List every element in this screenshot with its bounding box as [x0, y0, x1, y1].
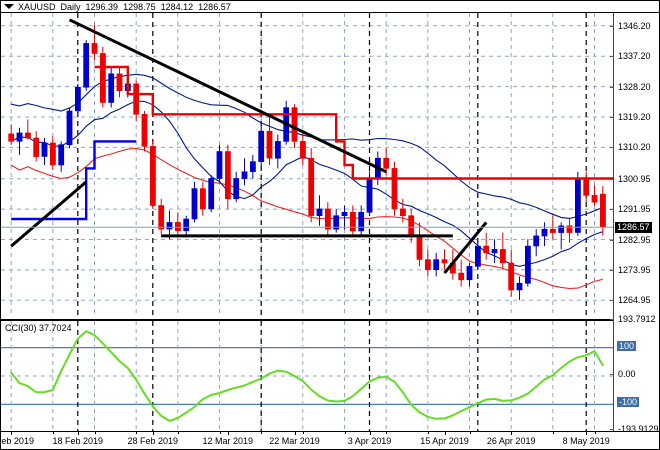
time-axis-label: 28 Feb 2019 [127, 436, 179, 446]
time-axis-label: 3 Apr 2019 [347, 436, 392, 446]
price-scale-label: 1300.95 [618, 173, 651, 184]
time-axis-tick [444, 432, 446, 435]
ohlc-low: 1284.12 [160, 1, 194, 12]
cci-scale-label: 193.7912 [618, 314, 656, 324]
price-scale-tick [610, 25, 614, 27]
time-axis-tick [152, 432, 154, 435]
time-axis-label: 6 Feb 2019 [0, 436, 34, 446]
time-axis-minor-tick [511, 432, 513, 434]
chart-header[interactable]: XAUUSD Daily 1296.39 1298.75 1284.12 128… [1, 1, 659, 13]
price-scale-label: 1328.20 [618, 81, 651, 92]
price-scale-tick [610, 178, 614, 180]
time-axis-minor-tick [302, 432, 304, 434]
time-axis-minor-tick [94, 432, 96, 434]
time-axis-minor-tick [427, 432, 429, 434]
price-scale-tick [610, 147, 614, 149]
time-axis-label: 18 Feb 2019 [52, 436, 104, 446]
cci-chart-svg [1, 321, 613, 431]
cci-scale-label: -193.9129 [618, 424, 659, 434]
cci-scale-label: 100 [617, 340, 637, 351]
ohlc-open: 1296.39 [85, 1, 119, 12]
panel-divider [1, 317, 613, 319]
cci-scale-tick [610, 374, 614, 375]
cci-scale-tick [610, 319, 614, 320]
time-axis-minor-tick [594, 432, 596, 434]
time-axis-minor-tick [469, 432, 471, 434]
time-axis-minor-tick [52, 432, 54, 434]
cci-scale-label: 0.00 [618, 369, 636, 379]
price-scale-axis[interactable]: 1346.20 1337.20 1328.20 1319.20 1310.20 1300.… [610, 13, 659, 434]
time-axis[interactable]: 6 Feb 2019 18 Feb 2019 28 Feb 2019 12 Mar 2… [0, 431, 659, 449]
cci-panel[interactable]: CCI(30) 37.7024 [1, 319, 613, 431]
caret-down-icon[interactable] [4, 4, 14, 9]
time-axis-minor-tick [219, 432, 221, 434]
cci-scale-label: -100 [617, 397, 640, 408]
price-scale-label: 1264.95 [618, 295, 651, 306]
price-scale-tick [610, 269, 614, 271]
time-axis-tick [369, 432, 371, 435]
price-scale-tick [610, 86, 614, 88]
time-axis-minor-tick [11, 432, 13, 434]
price-scale-label: 1319.20 [618, 112, 651, 122]
time-axis-label: 22 Mar 2019 [269, 436, 320, 446]
price-chart-svg [1, 13, 613, 317]
price-scale-label: 1310.20 [618, 142, 651, 153]
time-axis-tick [227, 432, 229, 435]
ohlc-high: 1298.75 [123, 1, 156, 12]
price-scale-label: 1282.95 [618, 234, 651, 245]
time-axis-minor-tick [177, 432, 179, 434]
time-axis-minor-tick [552, 432, 554, 434]
symbol-label: XAUUSD [18, 1, 56, 12]
time-axis-minor-tick [136, 432, 138, 434]
time-axis-minor-tick [386, 432, 388, 434]
time-axis-minor-tick [261, 432, 263, 434]
time-axis-tick [77, 432, 79, 435]
price-scale-tick [610, 209, 614, 211]
ohlc-close: 1286.57 [198, 1, 231, 12]
price-scale-label: 1337.20 [618, 51, 651, 62]
time-axis-label: 26 Apr 2019 [486, 436, 536, 446]
price-panel[interactable] [1, 13, 613, 317]
time-axis-tick [294, 432, 296, 435]
price-scale-tick [610, 56, 614, 58]
price-scale-label: 1291.95 [618, 204, 651, 215]
price-scale-tick [610, 117, 614, 118]
time-axis-minor-tick [344, 432, 346, 434]
time-axis-tick [586, 432, 588, 435]
time-axis-label: 12 Mar 2019 [202, 436, 254, 446]
price-scale-tick [610, 300, 614, 302]
time-axis-label: 8 May 2019 [562, 436, 610, 446]
time-axis-label: 15 Apr 2019 [420, 436, 469, 446]
price-scale-label: 1346.20 [618, 20, 651, 31]
current-price-badge: 1286.57 [615, 222, 652, 234]
price-scale-tick [610, 239, 614, 241]
cci-indicator-label: CCI(30) 37.7024 [5, 323, 72, 333]
plot-area[interactable]: CCI(30) 37.7024 [1, 13, 613, 431]
cci-scale-tick [610, 429, 614, 430]
price-scale-label: 1273.95 [618, 264, 651, 275]
timeframe-label: Daily [60, 1, 81, 12]
